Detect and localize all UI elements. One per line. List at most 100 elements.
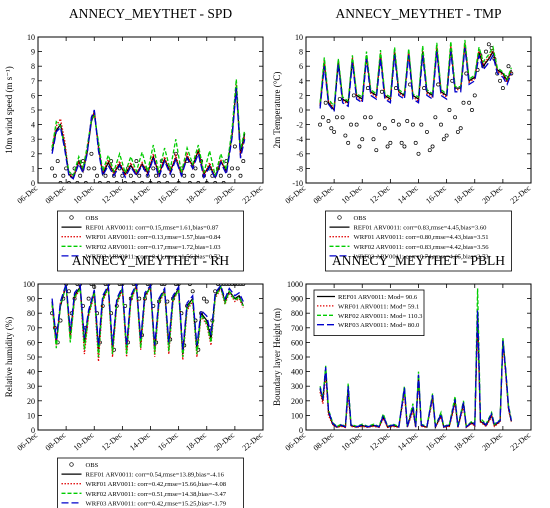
legend-box	[325, 210, 512, 272]
legend-box	[313, 289, 425, 336]
legend-label: OBS	[86, 462, 99, 469]
obs-point	[66, 289, 71, 294]
obs-point	[337, 97, 342, 102]
x-tick-label: 08-Dec	[312, 430, 336, 452]
obs-point	[92, 166, 97, 171]
obs-point	[458, 126, 463, 131]
obs-point	[75, 181, 80, 183]
obs-point	[326, 118, 331, 123]
obs-point	[213, 289, 218, 294]
obs-point	[368, 115, 373, 120]
obs-point	[97, 181, 102, 183]
x-tick-label: 14-Dec	[128, 430, 152, 452]
obs-point	[439, 122, 443, 127]
obs-point	[424, 129, 429, 134]
y-tick-label: 4	[31, 121, 35, 130]
series-line-wrf03	[51, 284, 244, 350]
legend-swatch-obs	[69, 462, 74, 467]
obs-point	[343, 133, 348, 138]
obs-point	[176, 284, 181, 286]
obs-point	[111, 173, 116, 178]
x-tick-label: 22-Dec	[508, 430, 532, 452]
chart-spd: ANNECY_MEYTHET - SPD 0 1 2 3 4 5 6 7 8 9 10 06-Dec 08…	[4, 6, 265, 272]
x-tick-label: 18-Dec	[184, 183, 208, 205]
y-tick-label: -8	[296, 164, 303, 173]
obs-point	[472, 93, 477, 98]
obs-point	[114, 181, 119, 183]
obs-point	[371, 137, 376, 142]
legend-swatch-obs	[69, 215, 74, 220]
obs-point	[484, 49, 488, 54]
series-line-wrf01	[51, 80, 246, 180]
obs-point	[173, 284, 178, 286]
y-tick-label: 900	[291, 295, 303, 304]
obs-point	[382, 126, 387, 131]
obs-point	[235, 166, 240, 171]
obs-point	[131, 181, 136, 183]
x-tick-label: 22-Dec	[240, 430, 264, 452]
obs-point	[86, 296, 91, 301]
obs-point	[58, 181, 63, 183]
x-tick-label: 20-Dec	[212, 430, 236, 452]
obs-point	[363, 115, 368, 120]
obs-point	[134, 159, 139, 164]
obs-point	[95, 173, 100, 178]
obs-point	[232, 284, 237, 286]
y-tick-label: 1	[31, 164, 35, 173]
y-tick-label: 80	[27, 309, 35, 318]
y-tick-label: 0	[299, 426, 303, 435]
obs-point	[140, 181, 145, 183]
chart-title: ANNECY_MEYTHET - PBLH	[332, 253, 505, 268]
x-tick-label: 10-Dec	[340, 430, 364, 452]
obs-point	[427, 148, 432, 153]
series-line-wrf02	[51, 284, 244, 358]
x-tick-label: 16-Dec	[156, 183, 180, 205]
legend-label: WRF02 ARV0011: corr=0.51,rmse=14.38,bias…	[86, 491, 227, 498]
obs-point	[162, 173, 167, 178]
obs-point	[334, 115, 339, 120]
obs-point	[131, 284, 136, 286]
obs-point	[171, 173, 175, 178]
legend-label: WRF03 ARV0011: Mod= 80.0	[338, 322, 420, 329]
obs-point	[165, 181, 170, 183]
obs-point	[379, 89, 384, 94]
obs-point	[148, 181, 153, 183]
obs-point	[89, 151, 94, 156]
obs-point	[410, 122, 415, 127]
x-tick-label: 22-Dec	[240, 183, 264, 205]
x-tick-label: 16-Dec	[424, 183, 448, 205]
chart-title: ANNECY_MEYTHET - TMP	[335, 6, 501, 21]
obs-point	[117, 284, 122, 286]
y-tick-label: 400	[291, 368, 303, 377]
series-line-wrf03	[319, 310, 512, 429]
y-tick-label: 2	[31, 150, 35, 159]
x-tick-label: 12-Dec	[100, 430, 124, 452]
chart-title: ANNECY_MEYTHET - RH	[72, 253, 229, 268]
x-tick-label: 08-Dec	[44, 430, 68, 452]
obs-point	[204, 299, 209, 304]
obs-point	[145, 284, 150, 286]
x-tick-label: 20-Dec	[212, 183, 236, 205]
y-tick-label: 40	[27, 368, 35, 377]
y-tick-label: 500	[291, 353, 303, 362]
y-tick-label: 60	[27, 338, 35, 347]
x-tick-label: 12-Dec	[368, 430, 392, 452]
legend-box	[57, 457, 244, 508]
obs-point	[154, 173, 159, 178]
obs-point	[419, 122, 424, 127]
legend-label: WRF01 ARV0011: corr=0.42,rmse=15.66,bias…	[86, 481, 227, 488]
legend-label: WRF02 ARV0011: corr=0.83,rmse=4.42,bias=…	[354, 244, 490, 251]
y-tick-label: 0	[31, 426, 35, 435]
y-tick-label: 10	[27, 33, 35, 42]
y-axis-label: Relative humidity (%)	[4, 317, 14, 397]
obs-point	[190, 289, 195, 294]
legend-label: REF01 ARV0011: corr=0.54,rmse=13.89,bias…	[86, 472, 225, 479]
y-axis-label: Boundary layer Height (m)	[272, 308, 282, 406]
obs-point	[500, 86, 505, 91]
y-tick-label: 100	[291, 411, 303, 420]
obs-point	[320, 115, 325, 120]
obs-point	[75, 284, 80, 286]
obs-point	[413, 140, 418, 145]
obs-point	[394, 86, 398, 91]
